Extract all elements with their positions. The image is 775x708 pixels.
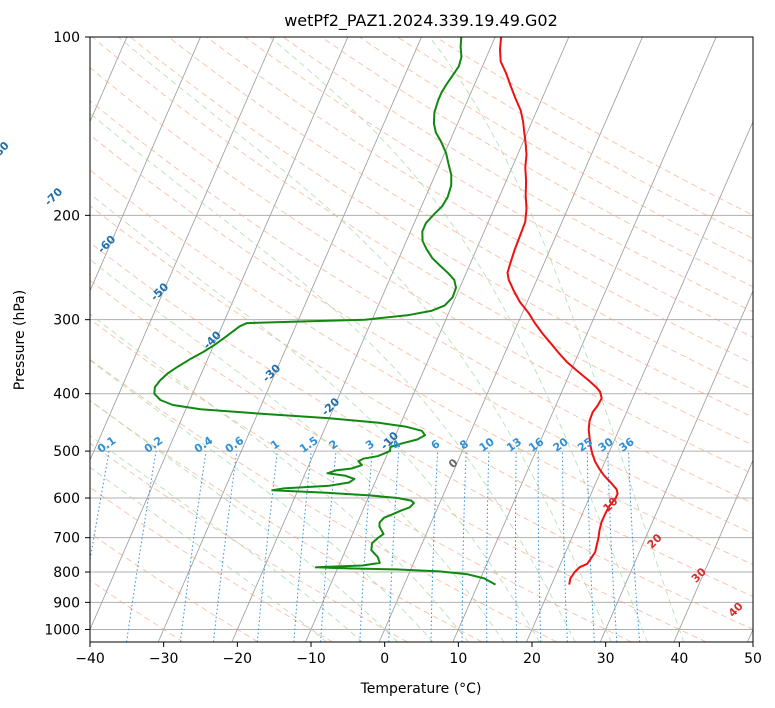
dewpoint-line — [153, 37, 496, 586]
moist-adiabat — [269, 37, 648, 642]
y-tick-label: 800 — [53, 565, 80, 581]
dry-adiabat — [435, 37, 753, 216]
isotherm — [231, 37, 496, 642]
x-axis-label: Temperature (°C) — [360, 681, 482, 697]
dry-adiabat — [90, 486, 333, 642]
isotherm — [157, 37, 422, 642]
moist-adiabat — [429, 37, 685, 642]
x-tick-label: −10 — [296, 651, 326, 667]
y-tick-label: 500 — [53, 444, 80, 460]
isotherm — [526, 120, 753, 642]
isotherm — [90, 37, 349, 631]
plot-frame — [89, 36, 754, 643]
y-axis-label: Pressure (hPa) — [12, 290, 28, 390]
y-tick-label: 200 — [53, 208, 80, 224]
x-tick-label: −30 — [149, 651, 179, 667]
y-tick-label: 900 — [53, 595, 80, 611]
y-tick-label: 100 — [53, 30, 80, 46]
dry-adiabat — [90, 242, 753, 630]
isotherm — [90, 37, 201, 292]
x-tick-label: 10 — [449, 651, 467, 667]
moist-adiabat — [90, 359, 434, 642]
isotherm — [378, 37, 643, 642]
dry-adiabat — [90, 134, 753, 535]
y-tick-label: 300 — [53, 313, 80, 329]
y-tick-label: 400 — [53, 387, 80, 403]
moist-adiabat — [90, 434, 363, 642]
mixing-ratio-line — [126, 451, 157, 642]
x-tick-label: 50 — [744, 651, 762, 667]
mixing-ratio-line — [179, 451, 207, 642]
y-tick-label: 600 — [53, 491, 80, 507]
x-tick-label: −40 — [75, 651, 105, 667]
moist-adiabat — [90, 466, 328, 642]
dry-adiabat — [244, 37, 753, 338]
dry-adiabat — [92, 37, 753, 446]
x-tick-label: 30 — [597, 651, 615, 667]
dry-adiabat — [90, 66, 753, 475]
dry-adiabat — [359, 37, 753, 263]
background-lines — [90, 37, 753, 642]
isotherm — [673, 459, 753, 642]
x-tick-label: 40 — [670, 651, 688, 667]
dry-adiabat — [320, 37, 753, 288]
x-axis: −40 −30 −20 −10 0 10 20 30 40 50 — [75, 642, 762, 667]
chart-title: wetPf2_PAZ1.2024.339.19.49.G02 — [284, 11, 558, 31]
isotherm — [452, 37, 717, 642]
x-tick-label: −20 — [223, 651, 253, 667]
moist-adiabat — [90, 313, 469, 642]
isotherm — [599, 289, 753, 642]
profile-series — [153, 37, 619, 586]
mixing-ratio-line — [90, 451, 110, 563]
temperature-line — [499, 37, 619, 585]
plot-area — [90, 37, 753, 642]
y-axis: 100 200 300 400 500 600 700 800 900 1000 — [44, 30, 90, 638]
mixing-ratio-line — [213, 451, 238, 642]
isotherm — [90, 37, 275, 462]
moist-adiabat — [118, 37, 612, 642]
dry-adiabat — [282, 37, 753, 313]
dry-adiabat — [90, 100, 753, 504]
x-tick-label: 0 — [380, 651, 389, 667]
moist-adiabat — [90, 399, 399, 642]
dry-adiabat — [90, 318, 632, 642]
moist-adiabat — [90, 258, 505, 642]
dry-adiabat — [90, 169, 753, 566]
x-tick-label: 20 — [523, 651, 541, 667]
dry-adiabat — [90, 358, 558, 642]
dry-adiabat — [397, 37, 753, 240]
y-tick-label: 700 — [53, 531, 80, 547]
y-tick-label: 1000 — [44, 622, 80, 638]
